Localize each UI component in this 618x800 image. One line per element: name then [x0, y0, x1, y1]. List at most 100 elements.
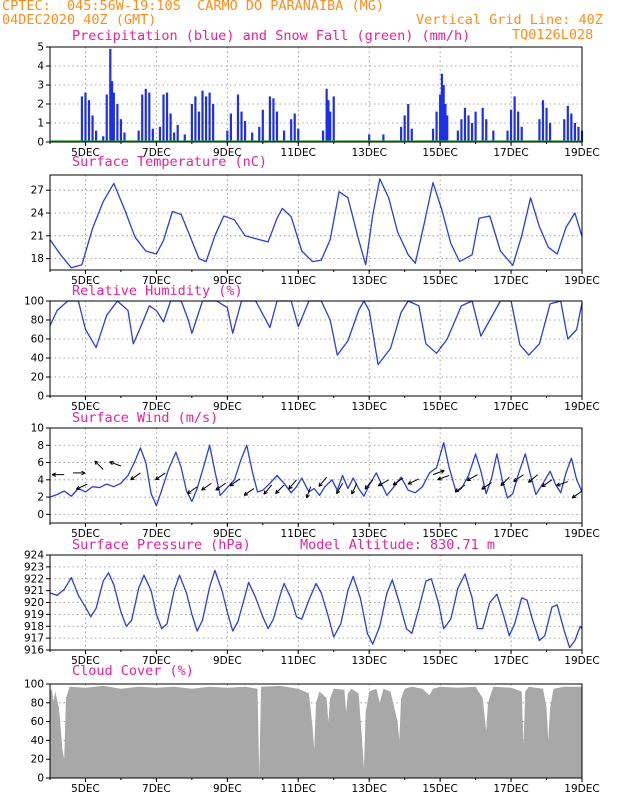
y-tick-label: 18 — [31, 253, 44, 265]
series-line-1 — [49, 178, 583, 269]
y-tick-label: 4 — [37, 474, 44, 486]
precip-bar — [151, 128, 154, 142]
precip-title: Precipitation (blue) and Snow Fall (gree… — [72, 28, 471, 44]
y-tick-label: 919 — [24, 609, 44, 621]
header-location: CPTEC: 045:56W-19:10S CARMO DO PARANAIBA… — [2, 0, 385, 14]
x-tick-label: 7DEC — [142, 655, 171, 667]
wind-arrow-shaft — [513, 474, 524, 482]
panel-frame-4 — [49, 554, 583, 651]
precip-bar — [137, 130, 140, 142]
x-tick-label: 13DEC — [351, 528, 386, 540]
precip-bar — [368, 134, 371, 142]
pressure-title: Surface Pressure (hPa) — [72, 537, 251, 553]
precip-bar — [463, 107, 467, 142]
precip-bar — [325, 88, 328, 142]
precip-bar — [506, 130, 509, 142]
wind-arrow-shaft — [364, 479, 374, 490]
y-tick-label: 60 — [31, 716, 44, 728]
y-tick-label: 80 — [31, 315, 44, 327]
x-tick-label: 7DEC — [142, 528, 171, 540]
x-tick-label: 15DEC — [422, 655, 457, 667]
precip-bar — [321, 130, 325, 142]
x-tick-label: 7DEC — [142, 783, 171, 795]
wind-arrow-head — [571, 494, 577, 499]
precip-bar — [513, 96, 516, 142]
wind-arrow-shaft — [407, 478, 420, 485]
precip-bar — [327, 100, 330, 142]
precip-bar — [410, 128, 413, 142]
wind-arrow-shaft — [571, 490, 583, 499]
precip-bar — [258, 126, 261, 142]
wind-arrow-head — [109, 460, 114, 466]
precip-bar — [439, 94, 442, 142]
header-grid-note: Vertical Grid Line: 40Z — [416, 12, 603, 28]
precip-bar — [492, 130, 495, 142]
wind-arrow-shaft — [432, 470, 445, 476]
y-tick-label: 40 — [31, 735, 44, 747]
precip-bar — [329, 111, 332, 142]
wind-arrow-head — [75, 485, 81, 490]
wind-arrow-shaft — [466, 474, 478, 482]
precip-bar — [446, 115, 449, 142]
header-date: 04DEC2020 40Z (GMT) — [2, 12, 157, 28]
model-altitude: Model Altitude: 830.71 m — [300, 537, 496, 553]
x-tick-label: 11DEC — [281, 147, 316, 159]
x-tick-label: 17DEC — [493, 783, 528, 795]
y-tick-label: 1 — [37, 118, 44, 130]
precip-bar — [162, 94, 165, 142]
y-tick-label: 917 — [24, 633, 44, 645]
wind-arrow-shaft — [275, 484, 285, 494]
precip-bar — [570, 113, 573, 142]
precip-bar — [190, 104, 193, 142]
x-tick-label: 7DEC — [142, 401, 171, 413]
precip-bar — [251, 132, 254, 142]
precip-bar — [183, 134, 186, 142]
wind-arrow-shaft — [454, 484, 466, 493]
x-tick-label: 17DEC — [493, 401, 528, 413]
wind-arrow-head — [51, 472, 57, 477]
wind-arrow-shaft — [318, 476, 328, 487]
x-tick-label: 11DEC — [281, 275, 316, 287]
precip-bar — [407, 104, 410, 142]
wind-arrow-head — [454, 488, 460, 493]
precip-bar — [282, 130, 286, 142]
cloud-title: Cloud Cover (%) — [72, 663, 194, 679]
precip-bar — [169, 113, 172, 142]
wind-arrow-head — [275, 489, 280, 494]
wind-arrow-head — [229, 482, 234, 487]
precip-bar — [440, 73, 444, 142]
y-tick-label: 0 — [37, 391, 44, 403]
y-tick-label: 920 — [24, 597, 44, 609]
x-tick-label: 17DEC — [493, 275, 528, 287]
precip-bar — [197, 111, 201, 142]
x-tick-label: 13DEC — [351, 783, 386, 795]
precip-bar — [201, 90, 204, 142]
precip-bar — [444, 104, 447, 142]
temp-title: Surface Temperature (nC) — [72, 154, 268, 170]
wind-arrow-shaft — [215, 482, 226, 491]
x-tick-label: 15DEC — [422, 275, 457, 287]
precip-bar — [110, 81, 114, 142]
x-tick-label: 17DEC — [493, 655, 528, 667]
wind-arrow-head — [481, 485, 486, 490]
precip-bar — [112, 92, 115, 142]
panel-frame-5 — [49, 683, 583, 779]
series-line-3 — [49, 442, 583, 507]
x-tick-label: 15DEC — [422, 528, 457, 540]
x-tick-label: 9DEC — [213, 401, 242, 413]
x-tick-label: 9DEC — [213, 147, 242, 159]
precip-bar — [382, 134, 385, 142]
x-tick-label: 19DEC — [564, 147, 599, 159]
y-tick-label: 5 — [37, 42, 44, 54]
wind-arrow-head — [81, 470, 86, 476]
x-tick-label: 19DEC — [564, 401, 599, 413]
x-tick-label: 5DEC — [71, 655, 100, 667]
precip-bar — [474, 111, 477, 142]
x-tick-label: 11DEC — [281, 783, 316, 795]
wind-arrow-shaft — [229, 478, 241, 487]
x-tick-label: 9DEC — [213, 655, 242, 667]
wind-arrow-shaft — [481, 481, 492, 490]
wind-arrow-shaft — [500, 476, 510, 487]
wind-arrow-head — [155, 476, 160, 481]
